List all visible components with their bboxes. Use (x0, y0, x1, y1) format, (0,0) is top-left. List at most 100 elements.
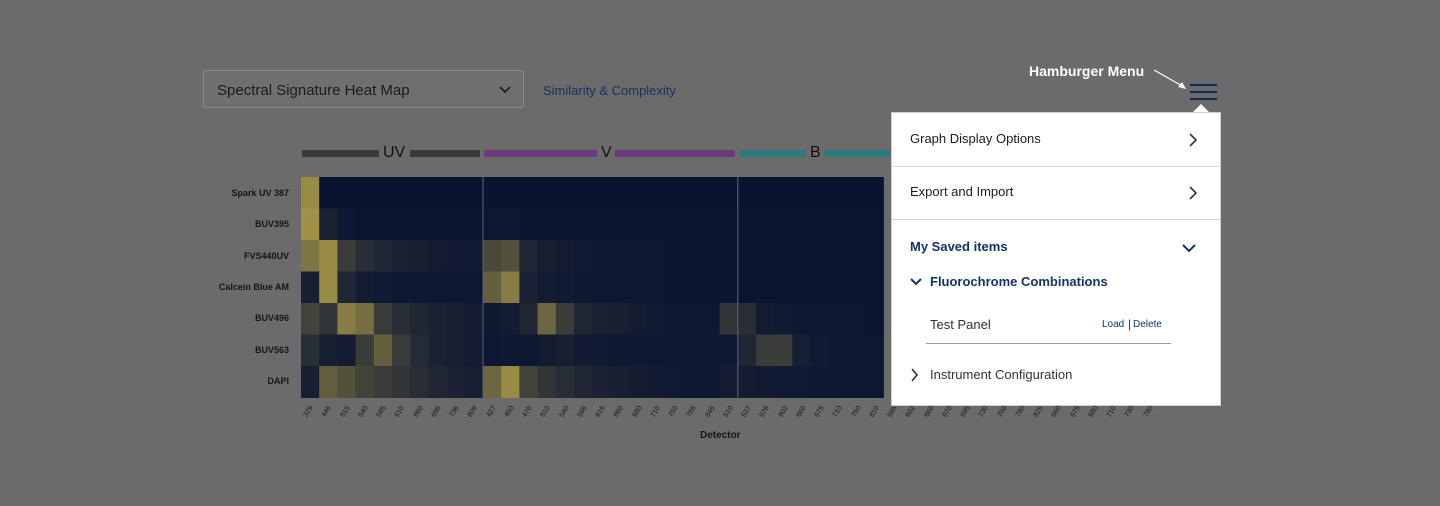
heatmap-cell (337, 177, 357, 209)
heatmap-cell (483, 303, 502, 335)
heatmap-cell (792, 177, 812, 209)
heatmap-cell (774, 366, 793, 398)
x-tick-label: 515 (339, 404, 352, 419)
x-tick-label: 810 (868, 404, 881, 419)
heatmap-cell (628, 240, 648, 272)
heatmap-cell (483, 334, 502, 367)
heatmap-cell (355, 366, 375, 398)
heatmap-cell (610, 208, 630, 241)
heatmap-cell (737, 303, 757, 335)
menu-caret (1192, 104, 1210, 113)
x-tick-label: 695 (430, 404, 443, 419)
x-tick-label: 660 (612, 404, 625, 419)
view-select[interactable]: Spectral Signature Heat Map (203, 70, 524, 108)
x-tick-label: 845 (704, 404, 717, 419)
x-tick-label: 780 (1142, 404, 1155, 419)
heatmap-cell (574, 303, 593, 335)
heatmap-cell (847, 303, 866, 335)
heatmap-cell (610, 271, 630, 304)
group-label-b: B (810, 144, 821, 161)
heatmap-cell (519, 208, 539, 241)
heatmap-row-label: BUV496 (254, 313, 289, 324)
heatmap-cell (792, 240, 812, 272)
heatmap-cell (355, 334, 375, 367)
x-tick-label: 470 (521, 404, 534, 419)
heatmap-cell (446, 240, 466, 272)
heatmap-cell (555, 334, 575, 367)
heatmap-cell (592, 303, 611, 335)
view-select-value: Spectral Signature Heat Map (217, 82, 410, 99)
menu-item-graph-display-options[interactable]: Graph Display Options (892, 113, 1220, 167)
heatmap-cell (319, 334, 338, 367)
my-saved-items-title[interactable]: My Saved items (910, 239, 1008, 254)
heatmap-cell (719, 240, 739, 272)
heatmap-cell (865, 208, 884, 241)
heatmap-cell (464, 303, 484, 335)
heatmap-cell (373, 240, 393, 272)
heatmap-cell (373, 366, 393, 398)
heatmap-cell (301, 240, 320, 272)
spectral-heatmap (301, 177, 884, 400)
x-tick-label: 750 (667, 404, 680, 419)
chevron-down-icon[interactable] (1182, 243, 1196, 253)
heatmap-cell (574, 177, 593, 209)
load-link[interactable]: Load (1102, 319, 1125, 330)
heatmap-cell (392, 240, 411, 272)
heatmap-cell (537, 271, 557, 304)
annotation-arrow-icon (1153, 69, 1186, 89)
heatmap-cell (628, 208, 648, 241)
x-tick-label: 750 (996, 404, 1009, 419)
heatmap-cell (574, 334, 593, 367)
x-axis-title: Detector (700, 430, 741, 441)
heatmap-cell (519, 177, 539, 209)
heatmap-cell (355, 271, 375, 304)
heatmap-cell (828, 334, 848, 367)
heatmap-cell (537, 177, 557, 209)
heatmap-row-label: BUV395 (254, 219, 289, 230)
heatmap-cell (373, 271, 393, 304)
heatmap-cell (519, 240, 539, 272)
heatmap-cell (392, 208, 411, 241)
heatmap-cell (756, 271, 775, 304)
menu-item-label: Export and Import (910, 184, 1014, 199)
heatmap-cell (719, 366, 739, 398)
menu-item-export-import[interactable]: Export and Import (892, 166, 1220, 220)
similarity-complexity-link[interactable]: Similarity & Complexity (543, 83, 676, 98)
heatmap-cell (337, 303, 357, 335)
heatmap-cell (319, 366, 338, 398)
heatmap-cell (865, 334, 884, 367)
heatmap-cell (574, 366, 593, 398)
heatmap-cell (737, 177, 757, 209)
hamburger-menu-button[interactable] (1190, 84, 1218, 102)
x-tick-label: 595 (576, 404, 589, 419)
heatmap-cell (464, 208, 484, 241)
heatmap-cell (392, 334, 411, 367)
heatmap-cell (410, 366, 429, 398)
heatmap-cell (301, 303, 320, 335)
heatmap-cell (355, 208, 375, 241)
delete-link[interactable]: Delete (1133, 319, 1162, 330)
heatmap-cell (665, 303, 684, 335)
x-tick-label: 736 (448, 404, 461, 419)
x-tick-label: 680 (1087, 404, 1100, 419)
heatmap-cell (392, 303, 411, 335)
heatmap-cell (355, 240, 375, 272)
hamburger-dropdown-menu: Graph Display Options Export and Import … (891, 112, 1221, 406)
heatmap-cell (628, 177, 648, 209)
x-tick-label: 710 (649, 404, 662, 419)
heatmap-cell (792, 271, 812, 304)
heatmap-cell (628, 334, 648, 367)
heatmap-cell (592, 366, 611, 398)
chevron-down-icon (910, 278, 922, 286)
heatmap-cell (701, 334, 721, 367)
heatmap-cell (428, 240, 448, 272)
x-tick-label: 660 (923, 404, 936, 419)
x-tick-label: 780 (1014, 404, 1027, 419)
heatmap-cell (592, 271, 611, 304)
heatmap-cell (501, 366, 520, 398)
heatmap-cell (810, 366, 830, 398)
heatmap-cell (828, 303, 848, 335)
heatmap-cell (337, 334, 357, 367)
heatmap-cell (737, 271, 757, 304)
heatmap-cell (555, 271, 575, 304)
